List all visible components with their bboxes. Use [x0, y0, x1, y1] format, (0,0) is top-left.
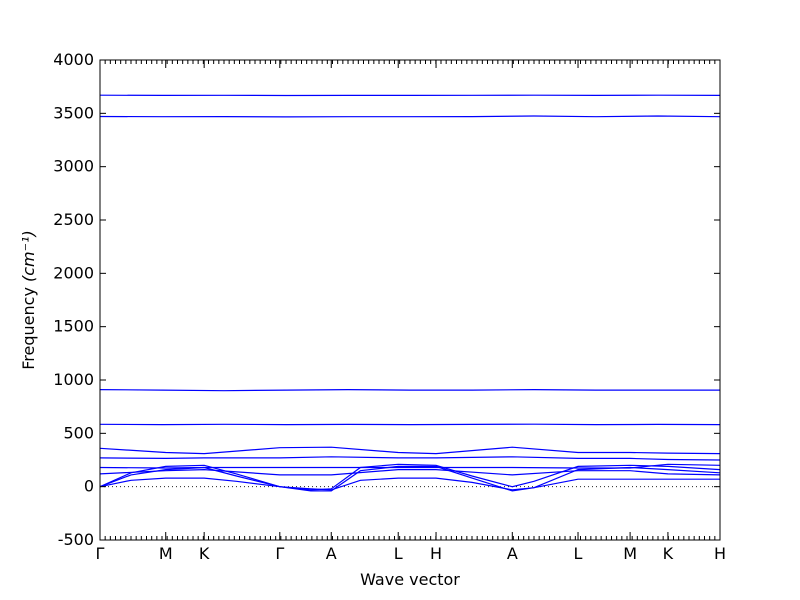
- x-tick-label: H: [430, 544, 442, 563]
- band-line-6: [99, 456, 721, 461]
- y-tick-label: 4000: [53, 50, 94, 69]
- y-tick-label: -500: [58, 530, 94, 549]
- band-line-3: [99, 388, 720, 392]
- y-tick-label: 0: [84, 477, 94, 496]
- x-tick-label: A: [326, 544, 337, 563]
- x-tick-label: L: [574, 544, 583, 563]
- x-tick-label: H: [714, 544, 726, 563]
- y-tick-label: 3500: [53, 103, 94, 122]
- x-axis-label: Wave vector: [360, 570, 460, 589]
- y-axis-label-unit: (cm⁻¹): [19, 230, 38, 282]
- y-tick-label: 500: [63, 423, 94, 442]
- band-line-10: [99, 468, 721, 476]
- plot-area: [99, 59, 721, 541]
- y-tick-label: 1000: [53, 370, 94, 389]
- band-line-11: [99, 477, 720, 491]
- x-tick-label: K: [663, 544, 674, 563]
- x-tick-label: K: [199, 544, 210, 563]
- band-line-5: [99, 446, 721, 455]
- x-tick-label: L: [394, 544, 403, 563]
- band-line-9: [99, 465, 721, 492]
- y-tick-label: 2000: [53, 263, 94, 282]
- y-axis-label-text: Frequency: [19, 287, 38, 370]
- y-tick-label: 2500: [53, 210, 94, 229]
- x-tick-label: M: [623, 544, 637, 563]
- y-tick-label: 1500: [53, 317, 94, 336]
- band-line-2: [99, 115, 721, 118]
- x-tick-label: A: [507, 544, 518, 563]
- y-tick-label: 3000: [53, 157, 94, 176]
- x-tick-label: Γ: [96, 544, 105, 563]
- x-tick-label: M: [159, 544, 173, 563]
- band-line-8: [99, 463, 721, 491]
- y-axis: -500 0 500 1000 1500 2000 2500 3000 3500 4000: [53, 50, 720, 549]
- x-tick-label: Γ: [275, 544, 284, 563]
- y-axis-label: Frequency (cm⁻¹): [19, 230, 38, 369]
